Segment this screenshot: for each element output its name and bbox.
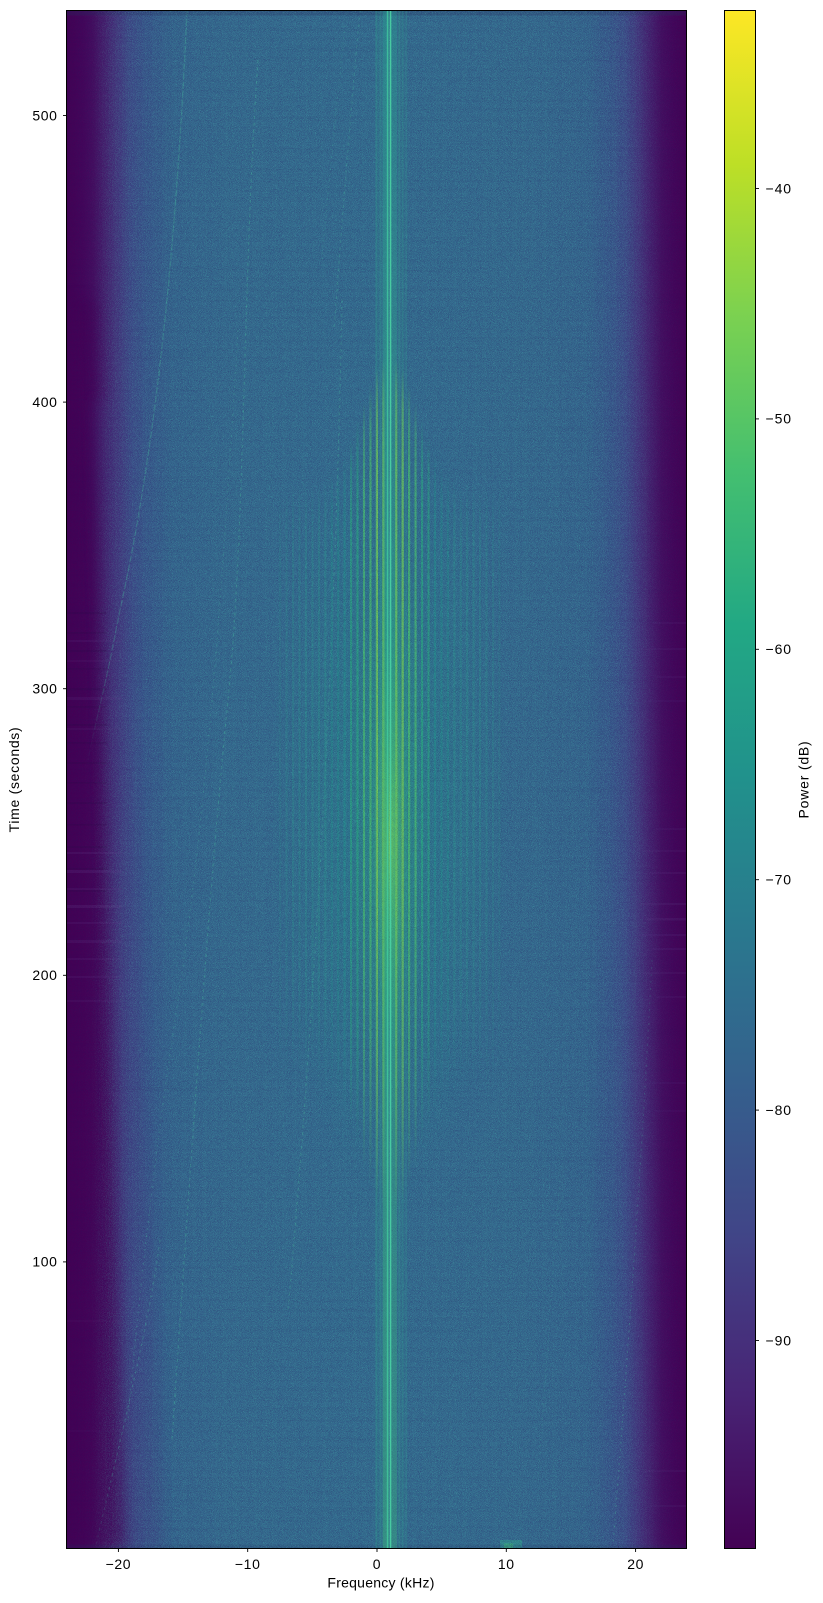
svg-text:−50: −50 [766, 411, 792, 427]
svg-text:−20: −20 [106, 1556, 132, 1572]
svg-text:400: 400 [32, 394, 57, 410]
svg-text:−70: −70 [766, 872, 792, 888]
svg-text:Frequency (kHz): Frequency (kHz) [327, 1575, 434, 1591]
svg-text:500: 500 [32, 107, 57, 123]
svg-text:−60: −60 [766, 641, 792, 657]
svg-text:10: 10 [498, 1556, 515, 1572]
svg-text:−10: −10 [235, 1556, 261, 1572]
svg-text:100: 100 [32, 1254, 57, 1270]
svg-text:300: 300 [32, 681, 57, 697]
svg-text:Power (dB): Power (dB) [796, 740, 812, 818]
svg-text:200: 200 [32, 967, 57, 983]
svg-text:20: 20 [627, 1556, 644, 1572]
svg-text:−80: −80 [766, 1102, 792, 1118]
svg-text:−90: −90 [766, 1332, 792, 1348]
svg-text:−40: −40 [766, 180, 792, 196]
svg-text:Time (seconds): Time (seconds) [6, 727, 22, 833]
svg-text:0: 0 [373, 1556, 381, 1572]
